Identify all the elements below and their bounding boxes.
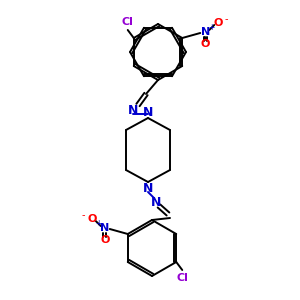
Text: O: O <box>201 39 210 49</box>
Text: Cl: Cl <box>122 17 134 27</box>
Text: Cl: Cl <box>176 273 188 283</box>
Text: N: N <box>201 27 210 37</box>
Text: O: O <box>87 214 96 224</box>
Text: -: - <box>82 210 85 220</box>
Text: N: N <box>151 196 161 208</box>
Text: N: N <box>143 106 153 118</box>
Text: N: N <box>143 182 153 194</box>
Text: +: + <box>96 220 102 229</box>
Text: O: O <box>214 18 223 28</box>
Text: -: - <box>224 14 228 24</box>
Text: N: N <box>100 223 110 233</box>
Text: +: + <box>208 23 214 32</box>
Text: O: O <box>100 235 110 245</box>
Text: N: N <box>128 103 138 116</box>
